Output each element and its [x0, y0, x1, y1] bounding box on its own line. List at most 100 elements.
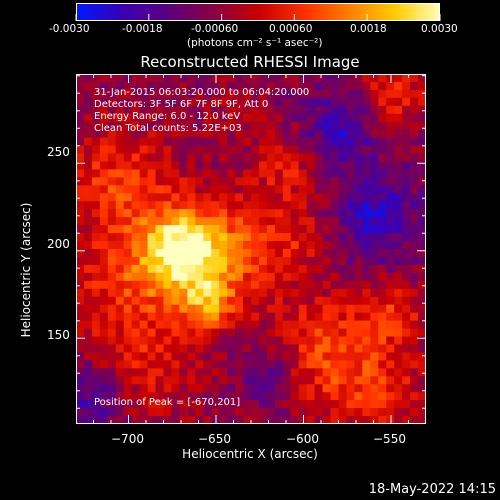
heatmap-cell	[107, 89, 117, 99]
heatmap-cell	[235, 376, 244, 385]
heatmap-cell	[163, 288, 173, 298]
heatmap-cell	[131, 336, 141, 346]
heatmap-cell	[131, 384, 141, 393]
heatmap-cell	[243, 368, 252, 377]
heatmap-cell	[235, 169, 244, 178]
heatmap-cell	[147, 288, 157, 298]
heatmap-cell	[91, 249, 101, 258]
heatmap-cell	[306, 74, 316, 83]
heatmap-cell	[258, 209, 268, 218]
heatmap-cell	[91, 304, 101, 314]
heatmap-cell	[83, 288, 93, 298]
heatmap-cell	[211, 161, 220, 171]
heatmap-cell	[235, 105, 244, 115]
heatmap-cell	[338, 233, 348, 242]
heatmap-cell	[235, 368, 244, 377]
heatmap-cell	[354, 89, 363, 99]
heatmap-cell	[107, 408, 117, 417]
heatmap-cell	[203, 74, 212, 83]
heatmap-cell	[394, 193, 403, 202]
heatmap-cell	[370, 249, 379, 258]
heatmap-cell	[123, 233, 133, 242]
heatmap-cell	[99, 288, 109, 298]
heatmap-cell	[147, 241, 157, 250]
heatmap-cell	[306, 304, 316, 314]
heatmap-cell	[107, 360, 117, 369]
heatmap-cell	[91, 384, 101, 393]
heatmap-cell	[91, 264, 101, 274]
heatmap-cell	[171, 241, 180, 250]
heatmap-cell	[314, 264, 324, 274]
heatmap-cell	[354, 376, 363, 385]
heatmap-cell	[298, 209, 308, 218]
heatmap-cell	[402, 217, 411, 226]
heatmap-cell	[187, 320, 196, 330]
heatmap-cell	[314, 304, 324, 314]
heatmap-cell	[274, 153, 284, 163]
heatmap-cell	[290, 121, 300, 131]
heatmap-cell	[362, 169, 371, 178]
heatmap-cell	[386, 376, 395, 385]
heatmap-cell	[139, 121, 149, 131]
heatmap-cell	[227, 113, 236, 123]
heatmap-cell	[378, 209, 387, 218]
heatmap-cell	[147, 344, 157, 353]
heatmap-cell	[378, 408, 387, 417]
heatmap-cell	[338, 193, 348, 202]
heatmap-cell	[346, 288, 355, 298]
heatmap-cell	[251, 113, 260, 123]
heatmap-cell	[227, 344, 236, 353]
heatmap-cell	[418, 209, 426, 218]
heatmap-cell	[338, 217, 348, 226]
heatmap-cell	[83, 74, 93, 83]
heatmap-cell	[187, 392, 196, 401]
heatmap-cell	[418, 264, 426, 274]
heatmap-cell	[99, 193, 109, 202]
heatmap-cell	[219, 177, 228, 186]
heatmap-cell	[290, 320, 300, 330]
heatmap-cell	[410, 233, 419, 242]
heatmap-cell	[251, 344, 260, 353]
heatmap-cell	[346, 145, 355, 155]
heatmap-cell	[219, 312, 228, 322]
x-tick-label: −600	[286, 432, 319, 446]
heatmap-cell	[346, 392, 355, 401]
heatmap-cell	[306, 193, 316, 202]
heatmap-cell	[338, 129, 348, 139]
heatmap-cell	[402, 89, 411, 99]
heatmap-cell	[235, 408, 244, 417]
heatmap-cell	[195, 264, 204, 274]
heatmap-cell	[314, 129, 324, 139]
heatmap-cell	[306, 153, 316, 163]
heatmap-cell	[274, 209, 284, 218]
heatmap-cell	[139, 233, 149, 242]
heatmap-cell	[139, 264, 149, 274]
heatmap-cell	[187, 217, 196, 226]
heatmap-cell	[330, 360, 340, 369]
heatmap-cell	[243, 74, 252, 83]
heatmap-cell	[282, 392, 292, 401]
heatmap-cell	[386, 137, 395, 147]
heatmap-cell	[266, 304, 276, 314]
heatmap-cell	[131, 185, 141, 194]
heatmap-cell	[107, 121, 117, 131]
heatmap-cell	[378, 97, 387, 107]
heatmap-cell	[227, 81, 236, 91]
heatmap-cell	[99, 312, 109, 322]
heatmap-cell	[354, 256, 363, 266]
heatmap-cell	[131, 201, 141, 210]
heatmap-cell	[410, 272, 419, 282]
heatmap-cell	[266, 145, 276, 155]
heatmap-cell	[139, 81, 149, 91]
heatmap-cell	[179, 408, 188, 417]
heatmap-cell	[298, 201, 308, 210]
heatmap-cell	[227, 89, 236, 99]
heatmap-cell	[147, 105, 157, 115]
heatmap-cell	[418, 280, 426, 290]
heatmap-cell	[243, 249, 252, 258]
heatmap-cell	[378, 169, 387, 178]
heatmap-cell	[139, 185, 149, 194]
heatmap-cell	[394, 392, 403, 401]
heatmap-cell	[155, 384, 165, 393]
heatmap-cell	[378, 312, 387, 322]
